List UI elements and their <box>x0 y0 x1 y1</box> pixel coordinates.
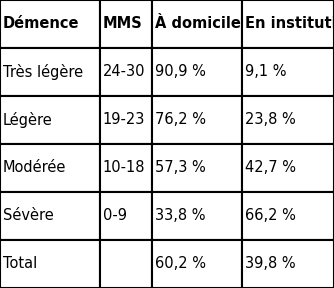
Text: 76,2 %: 76,2 % <box>155 113 206 128</box>
Bar <box>152 192 242 240</box>
Text: 90,9 %: 90,9 % <box>155 65 205 79</box>
Text: 57,3 %: 57,3 % <box>155 160 205 175</box>
Bar <box>0 240 100 288</box>
Bar <box>0 0 100 48</box>
Text: 23,8 %: 23,8 % <box>245 113 296 128</box>
Text: 9,1 %: 9,1 % <box>245 65 286 79</box>
Text: 39,8 %: 39,8 % <box>245 257 296 272</box>
Bar <box>152 0 242 48</box>
Bar <box>242 144 334 192</box>
Text: Légère: Légère <box>3 112 52 128</box>
Bar <box>100 240 152 288</box>
Text: MMS: MMS <box>103 16 143 31</box>
Text: Sévère: Sévère <box>3 209 53 223</box>
Text: Très légère: Très légère <box>3 64 83 80</box>
Bar <box>242 192 334 240</box>
Bar <box>100 96 152 144</box>
Bar <box>152 144 242 192</box>
Bar <box>152 96 242 144</box>
Bar <box>100 144 152 192</box>
Text: Modérée: Modérée <box>3 160 66 175</box>
Bar <box>0 192 100 240</box>
Bar <box>0 48 100 96</box>
Text: 19-23: 19-23 <box>103 113 145 128</box>
Bar <box>0 96 100 144</box>
Bar <box>0 144 100 192</box>
Bar <box>100 192 152 240</box>
Bar <box>242 48 334 96</box>
Text: Démence: Démence <box>3 16 79 31</box>
Text: 24-30: 24-30 <box>103 65 145 79</box>
Bar <box>100 0 152 48</box>
Bar <box>152 240 242 288</box>
Text: 66,2 %: 66,2 % <box>245 209 296 223</box>
Bar <box>100 48 152 96</box>
Text: 60,2 %: 60,2 % <box>155 257 206 272</box>
Text: À domicile: À domicile <box>155 16 240 31</box>
Text: 42,7 %: 42,7 % <box>245 160 296 175</box>
Text: En institution: En institution <box>245 16 334 31</box>
Text: 0-9: 0-9 <box>103 209 127 223</box>
Text: 10-18: 10-18 <box>103 160 145 175</box>
Bar <box>242 96 334 144</box>
Bar <box>152 48 242 96</box>
Bar <box>242 240 334 288</box>
Bar <box>242 0 334 48</box>
Text: Total: Total <box>3 257 37 272</box>
Text: 33,8 %: 33,8 % <box>155 209 205 223</box>
